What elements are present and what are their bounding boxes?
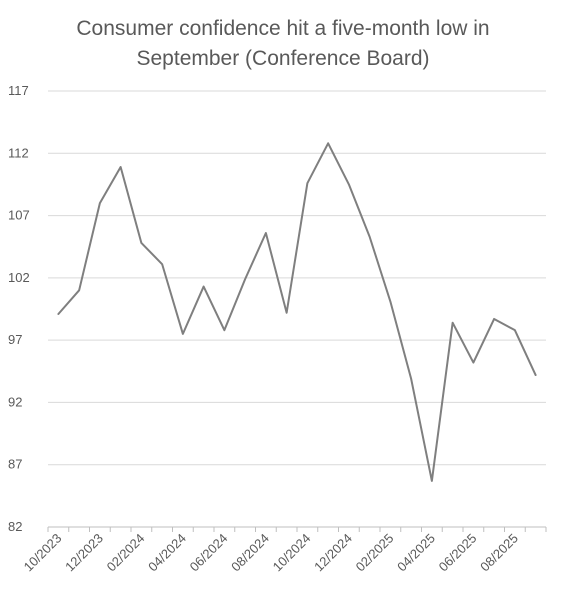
x-tick-label: 06/2024 bbox=[187, 531, 231, 575]
x-tick-label: 08/2025 bbox=[477, 531, 521, 575]
x-tick-label: 08/2024 bbox=[228, 531, 272, 575]
x-tick-label: 04/2025 bbox=[394, 531, 438, 575]
x-tick-label: 02/2025 bbox=[353, 531, 397, 575]
y-tick-label: 107 bbox=[8, 208, 30, 223]
chart-title-line-2: September (Conference Board) bbox=[137, 47, 430, 70]
x-tick-label: 02/2024 bbox=[104, 531, 148, 575]
x-tick-label: 10/2023 bbox=[21, 531, 65, 575]
y-tick-label: 117 bbox=[8, 83, 29, 98]
series bbox=[57, 142, 537, 482]
x-tick-label: 12/2023 bbox=[62, 531, 106, 575]
y-tick-label: 112 bbox=[8, 145, 29, 160]
x-axis: 10/202312/202302/202404/202406/202408/20… bbox=[21, 526, 547, 575]
x-tick-label: 10/2024 bbox=[270, 531, 314, 575]
y-axis: 82 87 92 97 102 107 112 117 bbox=[8, 83, 30, 534]
chart-title-line-1: Consumer confidence hit a five-month low… bbox=[76, 17, 489, 40]
y-tick-label: 102 bbox=[8, 270, 30, 285]
gridlines bbox=[48, 90, 546, 466]
x-tick-label: 06/2025 bbox=[436, 531, 480, 575]
y-tick-label: 87 bbox=[8, 457, 22, 472]
y-tick-label: 82 bbox=[8, 519, 22, 534]
y-tick-label: 92 bbox=[8, 394, 22, 409]
x-tick-label: 12/2024 bbox=[311, 531, 355, 575]
x-tick-label: 04/2024 bbox=[145, 531, 189, 575]
series-line bbox=[57, 142, 537, 482]
y-tick-label: 97 bbox=[8, 332, 22, 347]
